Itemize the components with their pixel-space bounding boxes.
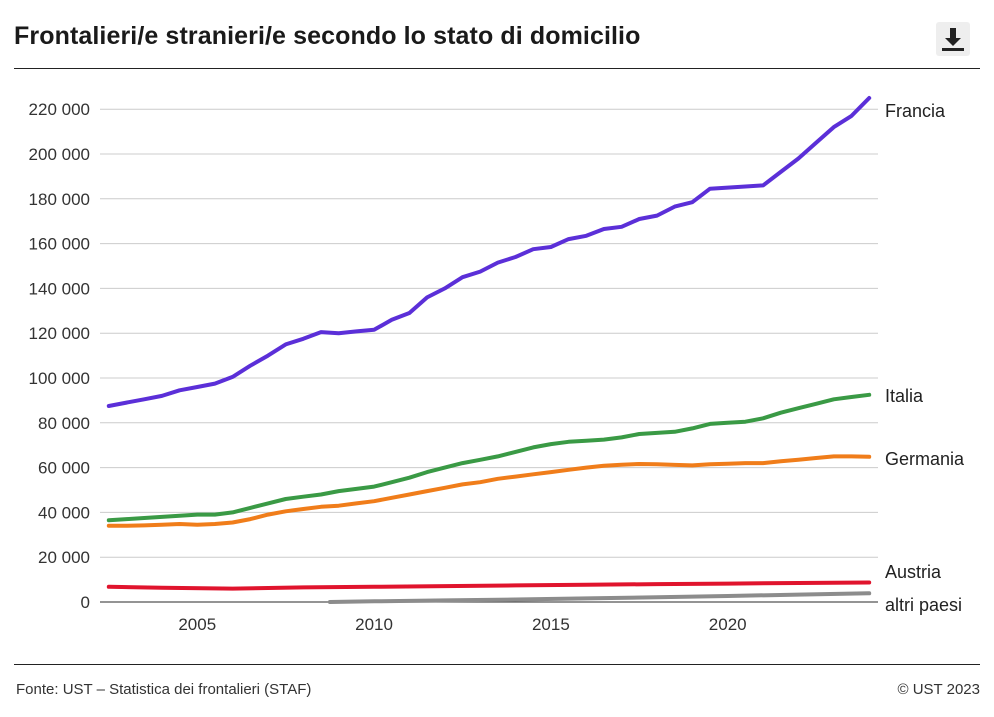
y-tick-label: 200 000 [29, 145, 90, 164]
series-label: Austria [885, 562, 942, 582]
chart-header: Frontalieri/e stranieri/e secondo lo sta… [14, 22, 980, 70]
x-tick-label: 2015 [532, 615, 570, 634]
y-tick-label: 60 000 [38, 459, 90, 478]
series-label: Italia [885, 386, 924, 406]
y-tick-label: 20 000 [38, 548, 90, 567]
y-tick-label: 180 000 [29, 190, 90, 209]
series-line-italia [106, 392, 872, 523]
series-label: Germania [885, 449, 965, 469]
series-line-francia [106, 96, 872, 408]
download-icon [942, 28, 964, 51]
y-tick-label: 40 000 [38, 503, 90, 522]
chart-title: Frontalieri/e stranieri/e secondo lo sta… [14, 22, 641, 50]
series-line-germania [106, 454, 872, 528]
series-line-altri-paesi [327, 591, 872, 604]
y-tick-label: 120 000 [29, 324, 90, 343]
x-tick-label: 2010 [355, 615, 393, 634]
series-line-austria [106, 580, 872, 591]
x-tick-label: 2020 [709, 615, 747, 634]
header-rule [14, 68, 980, 69]
y-tick-label: 0 [81, 593, 90, 612]
line-chart: 0 20 000 40 000 60 000 80 000 100 000 120 000 1… [29, 96, 965, 634]
source-note: Fonte: UST – Statistica dei frontalieri … [16, 681, 312, 698]
download-button[interactable] [936, 22, 970, 56]
x-tick-label: 2005 [178, 615, 216, 634]
series-label: altri paesi [885, 595, 962, 615]
y-tick-label: 80 000 [38, 414, 90, 433]
y-tick-label: 100 000 [29, 369, 90, 388]
y-tick-label: 220 000 [29, 100, 90, 119]
y-tick-label: 160 000 [29, 235, 90, 254]
footer-rule [14, 664, 980, 665]
copyright-note: © UST 2023 [897, 681, 981, 698]
y-tick-label: 140 000 [29, 279, 90, 298]
series-label: Francia [885, 101, 946, 121]
